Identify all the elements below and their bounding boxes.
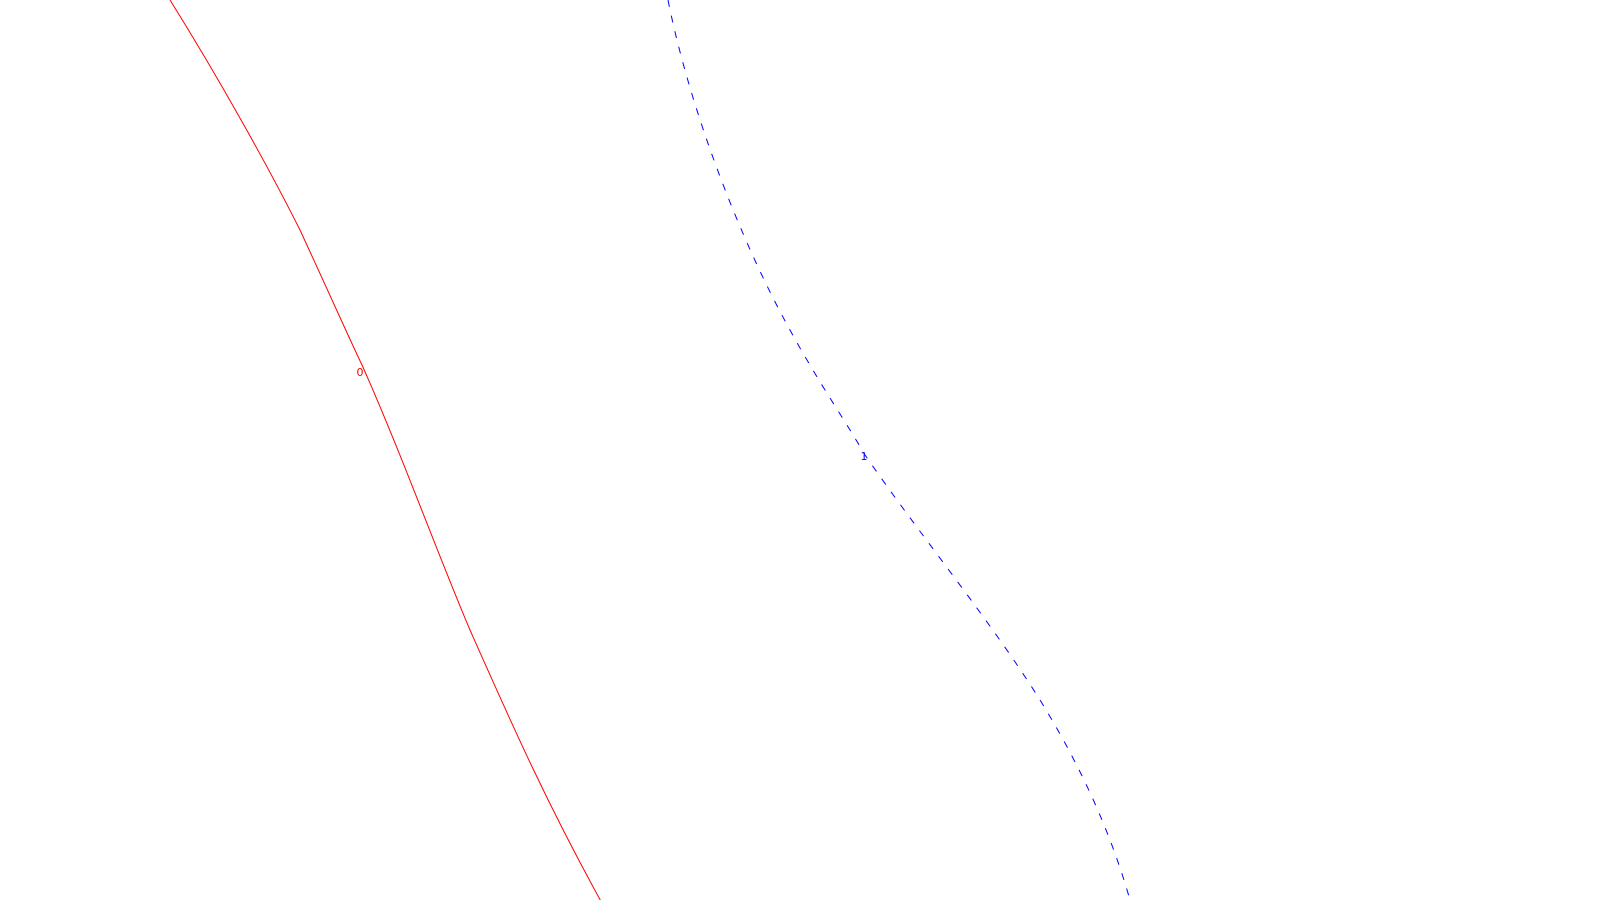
- curve-1-label: 1: [861, 450, 868, 463]
- curve-1-line: [667, 0, 1131, 900]
- curve-0-line: [169, 0, 601, 900]
- curve-0-label: 0: [357, 366, 364, 379]
